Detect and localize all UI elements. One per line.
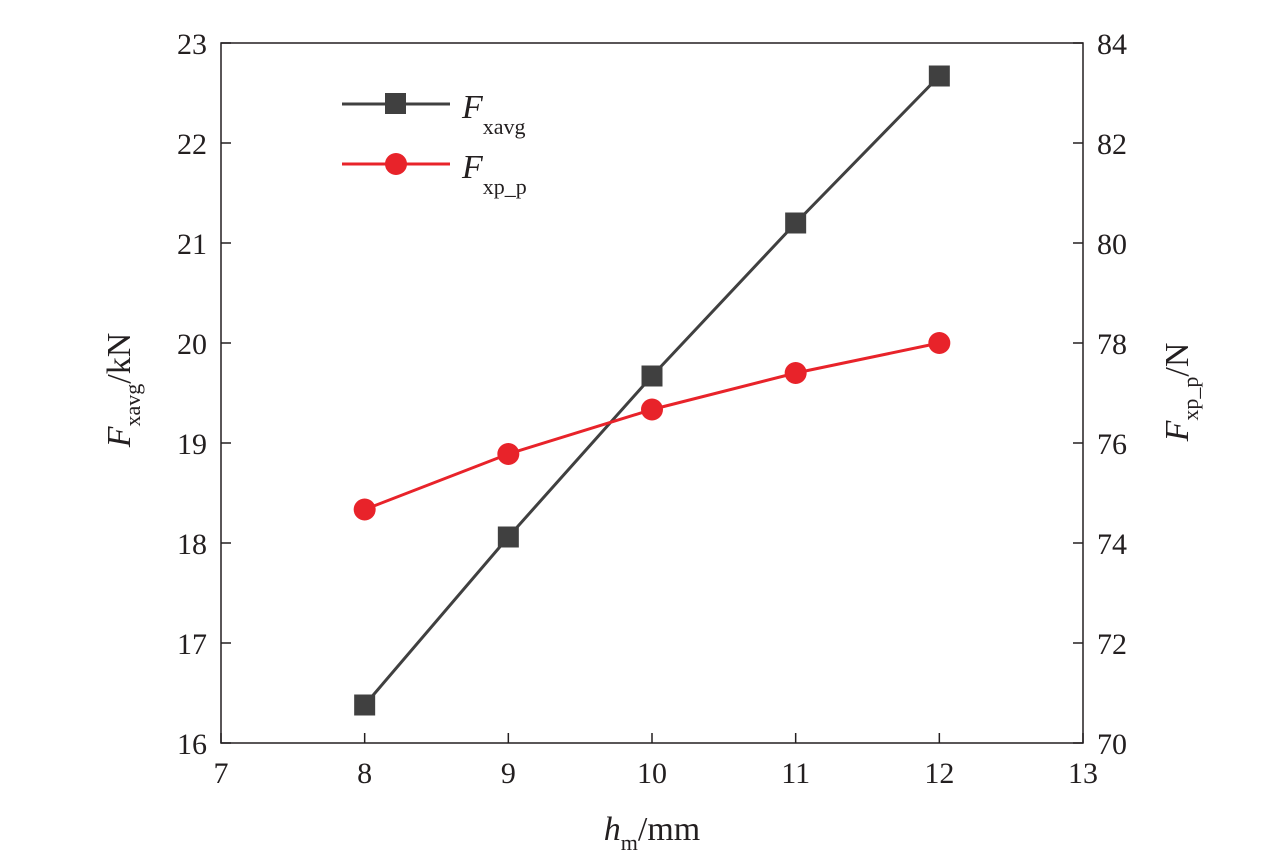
y-axis-right-title-sub: xp_p	[1178, 377, 1203, 421]
series-0-point-2	[641, 365, 663, 387]
y-right-tick-label-4: 78	[1097, 328, 1127, 361]
x-tick-label-3: 10	[637, 757, 667, 790]
y-axis-left-title-unit: /kN	[101, 333, 138, 384]
y-right-tick-label-7: 84	[1097, 28, 1127, 61]
x-axis-title: hm/mm	[604, 811, 700, 855]
x-tick-label-5: 12	[924, 757, 954, 790]
series-1-point-0	[353, 498, 376, 521]
series-1-point-3	[784, 362, 807, 384]
series-0-line	[363, 74, 941, 706]
legend-label-1-main: F	[461, 149, 484, 186]
series-0	[354, 65, 950, 716]
x-tick-label-1: 8	[357, 757, 372, 790]
x-tick-label-0: 7	[214, 757, 229, 790]
x-tick-label-4: 11	[781, 757, 810, 790]
y-left-tick-label-2: 18	[177, 528, 207, 561]
y-left-tick-label-7: 23	[177, 28, 207, 61]
legend-marker-1	[385, 153, 407, 175]
y-right-tick-label-0: 70	[1097, 728, 1127, 761]
y-axis-left: 16 17 18 19 20 21 22 23	[177, 28, 231, 761]
series-1-point-4	[928, 332, 951, 354]
series-0-point-4	[928, 65, 950, 87]
y-axis-left-title-main: F	[101, 425, 138, 448]
legend-label-0: Fxavg	[461, 89, 526, 139]
y-left-tick-label-0: 16	[177, 728, 207, 761]
y-left-tick-label-4: 20	[177, 328, 207, 361]
legend-label-1-sub: xp_p	[483, 174, 527, 199]
legend-marker-0	[385, 93, 406, 114]
legend-label-0-main: F	[461, 89, 484, 126]
legend: Fxavg Fxp_p	[342, 89, 527, 199]
x-tick-label-2: 9	[501, 757, 516, 790]
y-axis-left-title: Fxavg/kN	[101, 333, 145, 449]
series-1-point-1	[497, 443, 520, 465]
y-right-tick-label-2: 74	[1097, 528, 1127, 561]
y-left-tick-label-1: 17	[177, 628, 207, 661]
y-axis-right: 70 72 74 76 78 80 82 84	[1073, 28, 1127, 761]
y-left-tick-label-5: 21	[177, 228, 207, 261]
x-axis-title-main: h	[604, 811, 621, 848]
x-axis-title-sub: m	[621, 830, 638, 855]
y-axis-left-title-sub: xavg	[120, 384, 145, 427]
y-right-tick-label-5: 80	[1097, 228, 1127, 261]
x-axis-title-unit: /mm	[638, 811, 700, 848]
y-axis-right-title-unit: /N	[1159, 343, 1196, 377]
y-left-tick-label-6: 22	[177, 128, 207, 161]
legend-label-0-sub: xavg	[483, 114, 526, 139]
y-right-tick-label-6: 82	[1097, 128, 1127, 161]
y-axis-right-title-main: F	[1159, 419, 1196, 442]
x-axis: 7 8 9 10 11 12 13	[214, 733, 1098, 790]
x-tick-label-6: 13	[1068, 757, 1098, 790]
legend-item-1: Fxp_p	[342, 149, 527, 199]
series-0-point-1	[497, 526, 519, 548]
legend-label-1: Fxp_p	[461, 149, 527, 199]
plot-frame	[220, 42, 1084, 744]
series-1	[353, 332, 951, 521]
y-right-tick-label-1: 72	[1097, 628, 1127, 661]
y-right-tick-label-3: 76	[1097, 428, 1127, 461]
y-axis-right-title: Fxp_p/N	[1159, 343, 1203, 443]
series-layer	[353, 65, 951, 716]
y-left-tick-label-3: 19	[177, 428, 207, 461]
series-0-point-0	[354, 694, 376, 716]
legend-item-0: Fxavg	[342, 89, 526, 139]
series-1-point-2	[641, 398, 663, 421]
series-0-point-3	[785, 212, 807, 234]
